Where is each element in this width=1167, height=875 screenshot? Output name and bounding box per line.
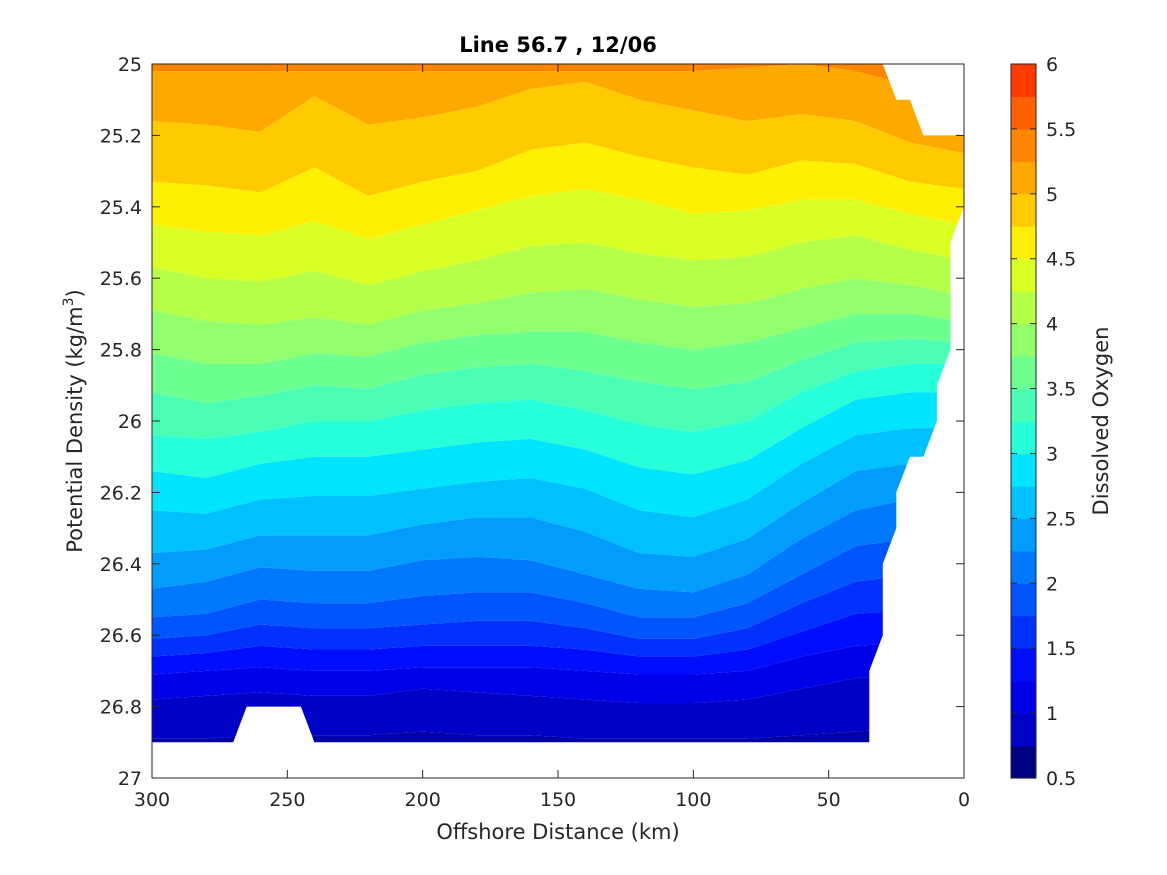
chart-title: Line 56.7 , 12/06 — [459, 33, 657, 57]
x-tick-label: 250 — [269, 789, 305, 811]
contour-band — [152, 64, 964, 154]
colorbar-swatch — [1011, 615, 1036, 649]
colorbar-tick-label: 4 — [1046, 314, 1058, 336]
contour-band — [152, 538, 964, 639]
y-tick-label: 26.4 — [100, 554, 142, 576]
colorbar-frame — [1010, 63, 1037, 779]
colorbar-swatch — [1011, 388, 1036, 422]
y-tick-label: 25.4 — [100, 197, 142, 219]
x-tick-label: 0 — [958, 789, 970, 811]
contour-band — [152, 338, 964, 439]
colorbar-swatch — [1011, 226, 1036, 260]
y-tick-label: 26.2 — [100, 482, 142, 504]
colorbar-swatch — [1011, 421, 1036, 455]
x-tick-label: 150 — [540, 789, 576, 811]
colorbar-blocks — [1011, 64, 1036, 779]
contour-band — [152, 499, 964, 618]
y-axis-label-superscript: 3 — [61, 297, 77, 306]
colorbar-tick-label: 1 — [1046, 703, 1058, 725]
colorbar-tick-label: 3 — [1046, 443, 1058, 465]
colorbar: 0.5 1 1.5 2 2.5 3 3.5 4 4.5 5 5.5 6 Dissolved Oxyge… — [1010, 54, 1113, 790]
contour-band — [152, 81, 964, 197]
contour-band — [152, 235, 964, 325]
x-tick-label: 100 — [675, 789, 711, 811]
colorbar-swatch — [1011, 64, 1036, 98]
colorbar-swatch — [1011, 583, 1036, 617]
contour-band — [152, 428, 964, 557]
colorbar-swatch — [1011, 258, 1036, 292]
contour-band — [152, 278, 964, 364]
colorbar-tick-label: 1.5 — [1046, 638, 1076, 660]
colorbar-swatch — [1011, 550, 1036, 584]
y-axis-label: Potential Density (kg/m3) — [61, 289, 87, 553]
y-tick-label: 25.8 — [100, 340, 142, 362]
y-tick-label: 27 — [118, 768, 142, 790]
colorbar-swatch — [1011, 680, 1036, 714]
colorbar-swatch — [1011, 128, 1036, 162]
colorbar-swatch — [1011, 485, 1036, 519]
contour-band — [152, 642, 964, 703]
colorbar-tick-label: 5.5 — [1046, 119, 1076, 141]
contour-band — [152, 313, 964, 404]
colorbar-tick-label: 0.5 — [1046, 768, 1076, 790]
contour-band — [152, 610, 964, 675]
contour-band — [152, 392, 964, 518]
colorbar-tick-label: 5 — [1046, 184, 1058, 206]
x-tick-label: 200 — [405, 789, 441, 811]
contour-band — [152, 574, 964, 657]
colorbar-tick-label: 2 — [1046, 573, 1058, 595]
y-axis-label-main: Potential Density (kg/m — [63, 306, 87, 552]
colorbar-swatch — [1011, 648, 1036, 682]
y-tick-label: 25.6 — [100, 268, 142, 290]
colorbar-tick-label: 4.5 — [1046, 249, 1076, 271]
colorbar-swatch — [1011, 713, 1036, 747]
colorbar-swatch — [1011, 161, 1036, 195]
colorbar-swatch — [1011, 356, 1036, 390]
colorbar-swatch — [1011, 291, 1036, 325]
contour-band — [152, 463, 964, 593]
colorbar-tick-label: 6 — [1046, 54, 1058, 76]
colorbar-swatch — [1011, 518, 1036, 552]
contour-band — [152, 363, 964, 479]
contour-band — [152, 64, 964, 100]
colorbar-swatch — [1011, 745, 1036, 779]
contour-band — [152, 142, 964, 239]
y-tick-label: 26 — [118, 411, 142, 433]
colorbar-swatch — [1011, 323, 1036, 357]
plot-area — [151, 63, 965, 779]
contour-band — [152, 674, 964, 739]
y-axis-label-close: ) — [63, 289, 87, 297]
contour-fills — [152, 64, 964, 743]
y-tick-label: 25 — [118, 54, 142, 76]
y-tick-label: 26.6 — [100, 625, 142, 647]
colorbar-label: Dissolved Oxygen — [1089, 327, 1113, 516]
x-axis-label: Offshore Distance (km) — [436, 820, 679, 844]
colorbar-swatch — [1011, 453, 1036, 487]
y-tick-label: 25.2 — [100, 125, 142, 147]
contour-band — [152, 728, 964, 743]
x-tick-label: 300 — [134, 789, 170, 811]
colorbar-tick-label: 3.5 — [1046, 379, 1076, 401]
x-tick-label: 50 — [817, 789, 841, 811]
y-tick-label: 26.8 — [100, 697, 142, 719]
colorbar-ticks: 0.5 1 1.5 2 2.5 3 3.5 4 4.5 5 5.5 6 — [1011, 54, 1076, 790]
y-axis-ticks: 25 25.2 25.4 25.6 25.8 26 26.2 26.4 26.6 26.8 27 — [100, 54, 964, 790]
x-axis-ticks: 300 250 200 150 100 50 0 — [134, 64, 970, 811]
contour-band — [152, 189, 964, 286]
colorbar-tick-label: 2.5 — [1046, 508, 1076, 530]
colorbar-swatch — [1011, 193, 1036, 227]
colorbar-swatch — [1011, 96, 1036, 130]
